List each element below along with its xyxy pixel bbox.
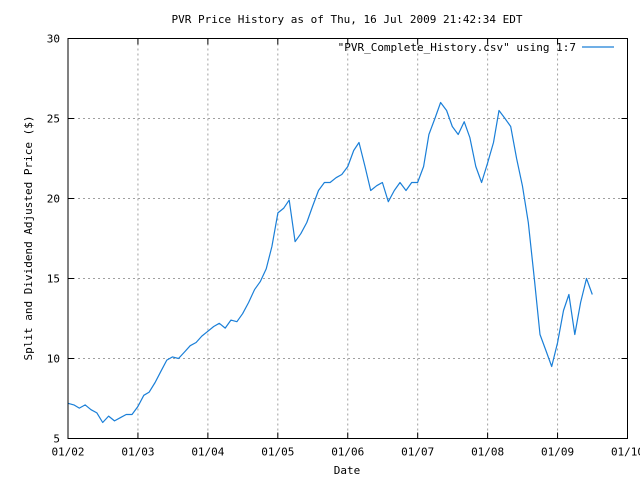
series-layer <box>67 101 593 424</box>
y-tick-label: 20 <box>47 193 60 206</box>
axis-ticks <box>67 38 628 439</box>
chart-title: PVR Price History as of Thu, 16 Jul 2009… <box>172 13 523 26</box>
y-tick-label: 10 <box>47 353 60 366</box>
x-tick-label: 01/06 <box>331 446 364 459</box>
x-axis-label: Date <box>334 464 361 477</box>
price-series-line <box>67 101 593 424</box>
x-tick-label: 01/07 <box>401 446 434 459</box>
y-axis-label: Split and Dividend Adjusted Price ($) <box>22 115 35 360</box>
x-tick-label: 01/02 <box>51 446 84 459</box>
grid-lines <box>68 38 628 439</box>
y-tick-label: 5 <box>53 433 60 446</box>
legend-label: "PVR_Complete_History.csv" using 1:7 <box>338 41 576 54</box>
x-tick-label: 01/10 <box>611 446 640 459</box>
x-tick-label: 01/08 <box>471 446 504 459</box>
x-tick-label: 01/04 <box>191 446 224 459</box>
y-tick-label: 15 <box>47 273 60 286</box>
x-tick-label: 01/03 <box>121 446 154 459</box>
y-tick-label: 30 <box>47 33 60 46</box>
x-tick-label: 01/05 <box>261 446 294 459</box>
legend: "PVR_Complete_History.csv" using 1:7 <box>338 41 614 54</box>
tick-labels: 01/02 01/03 01/04 01/05 01/06 01/07 01/08 01/09… <box>47 33 640 459</box>
x-tick-label: 01/09 <box>541 446 574 459</box>
y-tick-label: 25 <box>47 113 60 126</box>
